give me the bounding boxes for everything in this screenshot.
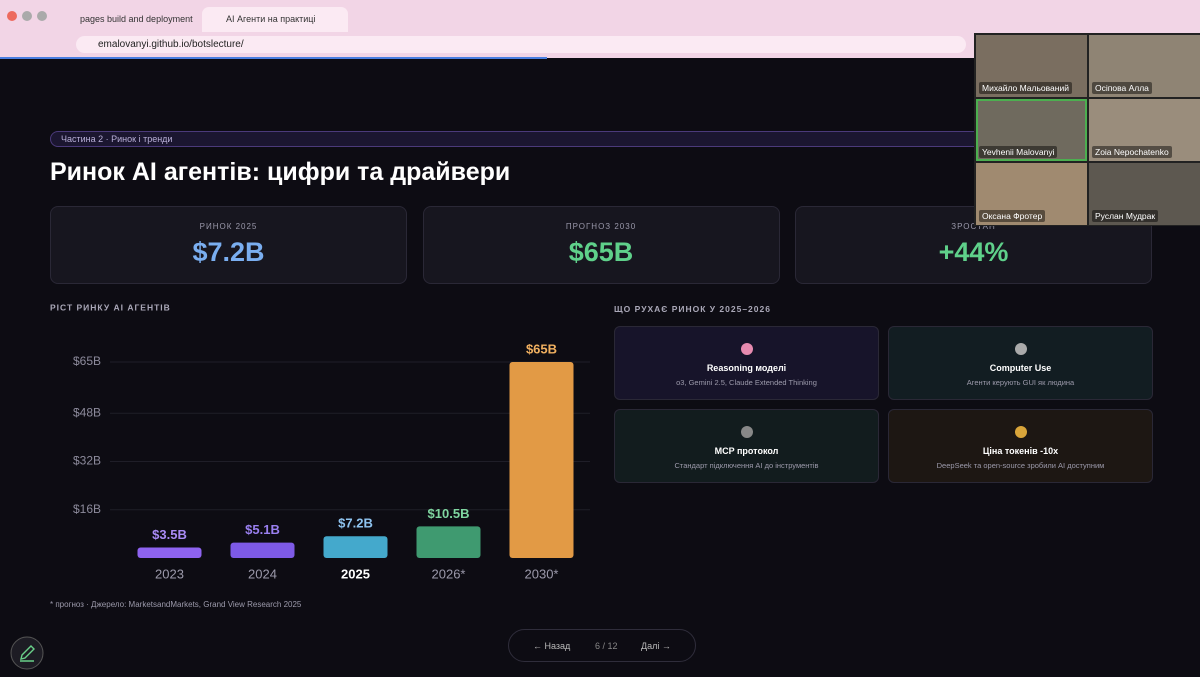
driver-icon [1015, 426, 1027, 438]
tab-active[interactable]: AI Агенти на практиці [202, 7, 348, 32]
bar [137, 547, 202, 558]
value-label: $65B [526, 341, 557, 356]
address-bar[interactable]: emalovanyi.github.io/botslecture/ [76, 36, 966, 53]
stat-label: ЗРОСТАН [951, 222, 996, 231]
participant-name: Zoia Nepochatenko [1092, 146, 1172, 158]
x-tick-label: 2026* [432, 566, 466, 581]
driver-title: MCP протокол [714, 446, 779, 456]
edit-button[interactable] [10, 636, 44, 670]
participant-name: Осіпова Алла [1092, 82, 1152, 94]
video-call-panel: Михайло Мальований Осіпова Алла Yevhenii M… [974, 33, 1200, 226]
nav-prev[interactable]: ← Назад [533, 641, 571, 651]
window-controls [7, 11, 47, 21]
chart-title: РІСТ РИНКУ AI АГЕНТІВ [50, 302, 171, 312]
x-tick-label: 2030* [525, 566, 559, 581]
y-tick-label: $65B [73, 354, 101, 368]
section-badge: Частина 2 · Ринок і тренди [50, 131, 1000, 147]
x-tick-label: 2024 [248, 566, 277, 581]
nav-next[interactable]: Далі → [641, 641, 671, 651]
participant-tile: Осіпова Алла [1089, 35, 1200, 97]
nav: ← Назад 6 / 12 Далі → [508, 629, 696, 662]
driver-icon [741, 343, 753, 355]
icon-shape [741, 343, 753, 355]
participant-name: Руслан Мудрак [1092, 210, 1159, 222]
stat-label: РИНОК 2025 [199, 222, 258, 231]
participant-tile: Руслан Мудрак [1089, 163, 1200, 225]
driver-title: Ціна токенів -10x [982, 446, 1059, 456]
driver-subtitle: DeepSeek та open-source зробили AI досту… [936, 461, 1105, 470]
bar [416, 526, 481, 558]
chart: РІСТ РИНКУ AI АГЕНТІВ $16B $32B $48B $65B $3.… [50, 302, 590, 581]
slide-title: Ринок AI агентів: цифри та драйвери [50, 158, 511, 186]
value-label: $5.1B [245, 522, 280, 537]
stat-value: $65B [568, 237, 634, 267]
driver-card: Reasoning моделі o3, Gemini 2.5, Claude E… [614, 326, 879, 400]
driver-subtitle: o3, Gemini 2.5, Claude Extended Thinking [676, 378, 817, 387]
browser-chrome: pages build and deployment AI Агенти на … [0, 0, 1200, 59]
driver-card: Computer Use Агенти керують GUI як людина [888, 326, 1153, 400]
x-tick-label: 2025 [341, 566, 370, 581]
stat-card: РИНОК 2025 $7.2B [50, 206, 407, 284]
driver-card: MCP протокол Стандарт підключення AI до і… [614, 409, 879, 483]
participant-tile: Оксана Фротер [976, 163, 1087, 225]
drivers-title: ЩО РУХАЄ РИНОК У 2025–2026 [614, 304, 771, 314]
stat-label: ПРОГНОЗ 2030 [565, 222, 637, 231]
participant-name: Оксана Фротер [979, 210, 1046, 222]
bar [323, 536, 388, 558]
icon-shape [741, 426, 753, 438]
stat-value: $7.2B [192, 237, 265, 267]
icon-shape [1015, 343, 1027, 355]
driver-subtitle: Стандарт підключення AI до інструментів [674, 461, 819, 470]
participant-name: Михайло Мальований [979, 82, 1072, 94]
driver-title: Computer Use [989, 363, 1052, 373]
stat-value: +44% [938, 237, 1009, 267]
participant-tile: Yevhenii Malovanyi [976, 99, 1087, 161]
bar [230, 542, 295, 558]
value-label: $7.2B [338, 516, 373, 531]
participant-tile: Михайло Мальований [976, 35, 1087, 97]
driver-icon [741, 426, 753, 438]
nav-page: 6 / 12 [595, 641, 618, 651]
driver-subtitle: Агенти керують GUI як людина [966, 378, 1075, 387]
driver-title: Reasoning моделі [706, 363, 787, 373]
participant-tile: Zoia Nepochatenko [1089, 99, 1200, 161]
y-tick-label: $32B [73, 454, 101, 468]
bar [509, 362, 574, 558]
driver-card: Ціна токенів -10x DeepSeek та open-source… [888, 409, 1153, 483]
value-label: $3.5B [152, 527, 187, 542]
footnote: * прогноз · Джерело: MarketsandMarkets, … [50, 600, 302, 609]
x-tick-label: 2023 [155, 566, 184, 581]
y-tick-label: $16B [73, 502, 101, 516]
value-label: $10.5B [428, 506, 470, 521]
y-tick-label: $48B [73, 405, 101, 419]
icon-shape [1015, 426, 1027, 438]
participant-name: Yevhenii Malovanyi [979, 146, 1058, 158]
tab[interactable]: pages build and deployment [80, 14, 193, 24]
progress-bar [0, 57, 547, 59]
stat-card: ПРОГНОЗ 2030 $65B [422, 206, 780, 284]
driver-icon [1015, 343, 1027, 355]
